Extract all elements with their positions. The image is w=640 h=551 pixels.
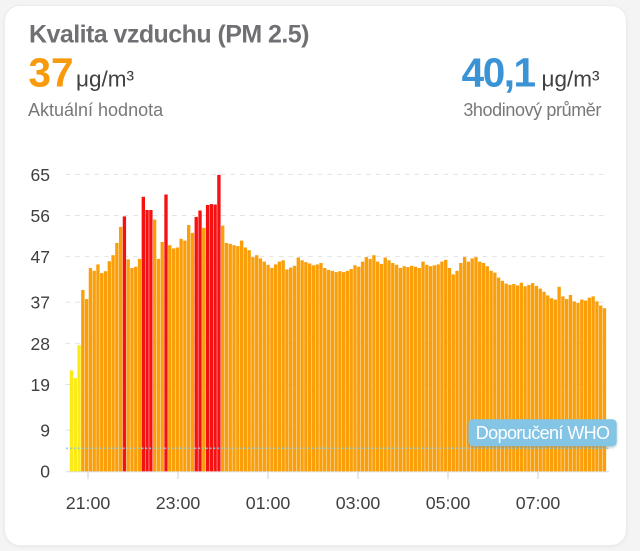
svg-text:37: 37 [29, 49, 74, 95]
svg-text:37: 37 [31, 293, 50, 313]
svg-text:Aktuální hodnota: Aktuální hodnota [28, 100, 164, 120]
svg-text:9: 9 [40, 421, 50, 441]
svg-text:56: 56 [31, 206, 50, 226]
svg-text:Kvalita vzduchu (PM 2.5): Kvalita vzduchu (PM 2.5) [29, 20, 309, 48]
svg-text:Doporučení WHO: Doporučení WHO [476, 423, 610, 443]
svg-text:28: 28 [31, 334, 50, 354]
svg-text:40,1: 40,1 [462, 49, 536, 95]
svg-text:μg/m³: μg/m³ [76, 67, 134, 92]
svg-text:07:00: 07:00 [516, 493, 561, 513]
svg-text:05:00: 05:00 [426, 493, 471, 513]
svg-text:0: 0 [40, 462, 50, 482]
svg-text:01:00: 01:00 [246, 493, 291, 513]
svg-text:47: 47 [31, 247, 50, 267]
svg-text:3hodinový průměr: 3hodinový průměr [463, 100, 601, 120]
svg-text:μg/m³: μg/m³ [542, 67, 600, 92]
svg-text:65: 65 [31, 165, 50, 185]
svg-text:03:00: 03:00 [336, 493, 381, 513]
svg-text:19: 19 [31, 375, 50, 395]
svg-text:23:00: 23:00 [156, 493, 201, 513]
svg-text:21:00: 21:00 [66, 493, 111, 513]
